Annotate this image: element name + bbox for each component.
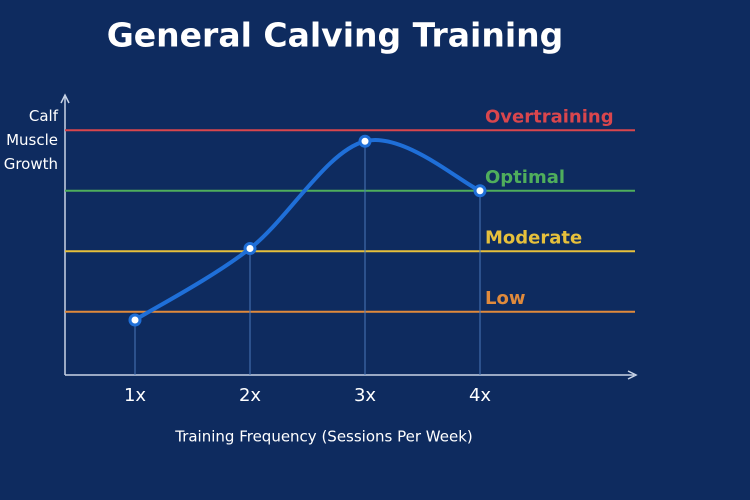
point — [358, 134, 372, 148]
x-tick-label: 3x — [354, 385, 376, 406]
line — [133, 138, 482, 322]
x-tick-label: 2x — [239, 385, 261, 406]
y-arrow — [60, 93, 70, 104]
reference-label: Overtraining — [485, 106, 614, 127]
x-tick-label: 1x — [124, 385, 146, 406]
y-axis-label: Calf Muscle Growth — [3, 107, 58, 173]
chart-title: General Calving Training — [107, 16, 564, 55]
point — [128, 313, 142, 327]
x-axis-label: Training Frequency (Sessions Per Week) — [174, 428, 473, 446]
point — [473, 184, 487, 198]
reference-label: Moderate — [485, 227, 582, 248]
reference-label: Optimal — [485, 167, 565, 188]
x-arrow — [627, 370, 638, 380]
point — [243, 242, 257, 255]
reference-label: Low — [485, 288, 525, 309]
x-tick-label: 4x — [469, 385, 491, 406]
